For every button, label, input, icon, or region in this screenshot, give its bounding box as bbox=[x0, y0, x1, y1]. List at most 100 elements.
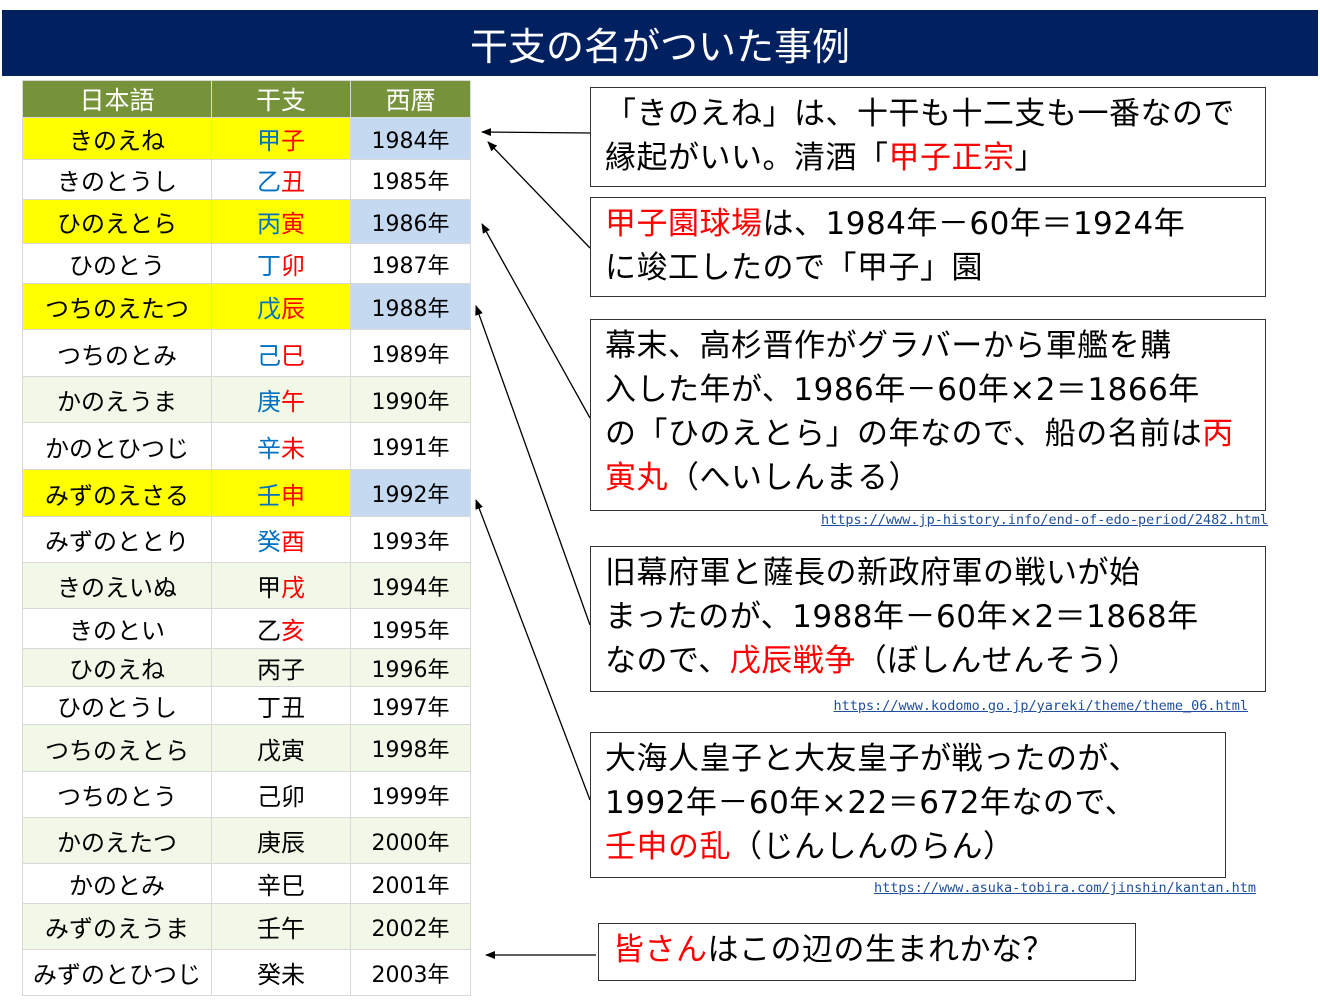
table-row: ひのとう 丁卯 1987年 bbox=[22, 243, 471, 284]
cell-eto-kan: 壬 bbox=[257, 481, 281, 510]
cell-eto-shi: 辰 bbox=[281, 829, 305, 857]
note-jinshin-line3: 壬申の乱（じんしんのらん） bbox=[605, 829, 1015, 865]
cell-eto: 丁卯 bbox=[211, 243, 351, 284]
cell-eto: 癸未 bbox=[211, 949, 351, 996]
cell-eto-kan: 癸 bbox=[257, 528, 281, 556]
arrow-jinshin bbox=[475, 499, 591, 801]
cell-year: 1997年 bbox=[350, 686, 471, 725]
note-boshin: 旧幕府軍と薩長の新政府軍の戦いが始 まったのが、1988年－60年×2＝1868… bbox=[590, 546, 1266, 692]
cell-eto-shi: 辰 bbox=[281, 295, 305, 323]
cell-japanese: かのえたつ bbox=[22, 817, 212, 864]
table-header-row: 日本語 干支 西暦 bbox=[22, 80, 471, 118]
cell-eto-shi: 申 bbox=[281, 481, 305, 510]
cell-eto: 甲戌 bbox=[211, 562, 351, 609]
cell-year: 2000年 bbox=[350, 817, 471, 864]
cell-year: 1995年 bbox=[350, 608, 471, 649]
table-row: みずのとひつじ 癸未 2003年 bbox=[22, 949, 471, 996]
cell-eto: 乙丑 bbox=[211, 159, 351, 200]
cell-eto-kan: 乙 bbox=[257, 617, 281, 645]
cell-eto: 戊辰 bbox=[211, 283, 351, 330]
cell-eto-shi: 酉 bbox=[281, 528, 305, 556]
cell-year: 2001年 bbox=[350, 863, 471, 904]
table-row: かのえうま 庚午 1990年 bbox=[22, 376, 471, 423]
note-koshien-line1: 甲子園球場は、1984年－60年＝1924年 bbox=[605, 206, 1186, 242]
cell-eto: 甲子 bbox=[211, 117, 351, 160]
cell-japanese: ひのとう bbox=[22, 243, 212, 284]
cell-year: 1984年 bbox=[350, 117, 471, 160]
table-row: きのとい 乙亥 1995年 bbox=[22, 608, 471, 649]
cell-eto: 戊寅 bbox=[211, 724, 351, 772]
table-row: ひのえね 丙子 1996年 bbox=[22, 648, 471, 687]
cell-japanese: かのとひつじ bbox=[22, 422, 212, 470]
table-row: きのえね 甲子 1984年 bbox=[22, 117, 471, 160]
cell-eto-shi: 未 bbox=[281, 434, 305, 463]
note-minasan-text: 皆さんはこの辺の生まれかな？ bbox=[613, 932, 1054, 968]
cell-japanese: みずのえさる bbox=[22, 469, 212, 517]
cell-eto-kan: 戊 bbox=[257, 736, 281, 765]
table-row: みずのえさる 壬申 1992年 bbox=[22, 469, 471, 517]
cell-year: 1998年 bbox=[350, 724, 471, 772]
table-row: つちのえとら 戊寅 1998年 bbox=[22, 724, 471, 772]
table-row: かのえたつ 庚辰 2000年 bbox=[22, 817, 471, 864]
jinshin-source-link[interactable]: https://www.asuka-tobira.com/jinshin/kan… bbox=[873, 880, 1256, 896]
cell-eto-shi: 卯 bbox=[281, 252, 305, 280]
cell-eto-kan: 乙 bbox=[257, 168, 281, 196]
cell-eto-shi: 巳 bbox=[281, 872, 305, 900]
cell-eto-kan: 辛 bbox=[257, 434, 281, 463]
note-kinoene: 「きのえね」は、十干も十二支も一番なので 縁起がいい。清酒「甲子正宗」 bbox=[590, 87, 1266, 187]
cell-eto: 辛巳 bbox=[211, 863, 351, 904]
note-boshin-line1: 旧幕府軍と薩長の新政府軍の戦いが始 bbox=[605, 555, 1141, 591]
cell-eto-kan: 庚 bbox=[257, 829, 281, 857]
cell-year: 2002年 bbox=[350, 903, 471, 950]
heiin-source-link[interactable]: https://www.jp-history.info/end-of-edo-p… bbox=[820, 512, 1268, 528]
cell-eto: 丙子 bbox=[211, 648, 351, 687]
cell-eto-shi: 卯 bbox=[281, 783, 305, 811]
cell-year: 1985年 bbox=[350, 159, 471, 200]
cell-japanese: きのとい bbox=[22, 608, 212, 649]
cell-japanese: ひのえね bbox=[22, 648, 212, 687]
cell-eto-shi: 丑 bbox=[281, 168, 305, 196]
note-jinshin-line1: 大海人皇子と大友皇子が戦ったのが、 bbox=[605, 741, 1140, 777]
cell-year: 1987年 bbox=[350, 243, 471, 284]
cell-eto: 癸酉 bbox=[211, 516, 351, 563]
note-kinoene-line1: 「きのえね」は、十干も十二支も一番なので bbox=[605, 96, 1235, 132]
cell-eto: 壬申 bbox=[211, 469, 351, 517]
cell-eto: 己巳 bbox=[211, 329, 351, 377]
cell-eto-shi: 亥 bbox=[281, 617, 305, 645]
note-koshien: 甲子園球場は、1984年－60年＝1924年 に竣工したので「甲子」園 bbox=[590, 197, 1266, 297]
table-row: みずのととり 癸酉 1993年 bbox=[22, 516, 471, 563]
note-heiin-line4: 寅丸（へいしんまる） bbox=[605, 460, 920, 496]
table-row: みずのえうま 壬午 2002年 bbox=[22, 903, 471, 950]
table-row: つちのとう 己卯 1999年 bbox=[22, 771, 471, 818]
cell-year: 1989年 bbox=[350, 329, 471, 377]
cell-eto-kan: 辛 bbox=[257, 872, 281, 900]
cell-japanese: つちのえたつ bbox=[22, 283, 212, 330]
boshin-source-link[interactable]: https://www.kodomo.go.jp/yareki/theme/th… bbox=[833, 698, 1248, 714]
cell-eto-kan: 壬 bbox=[257, 915, 281, 943]
cell-eto-kan: 甲 bbox=[257, 574, 281, 602]
cell-eto-kan: 戊 bbox=[257, 295, 281, 323]
cell-year: 1988年 bbox=[350, 283, 471, 330]
note-heiin-line2: 入した年が、1986年－60年×2＝1866年 bbox=[605, 372, 1200, 408]
cell-eto-shi: 寅 bbox=[281, 210, 305, 238]
arrow-boshin bbox=[475, 305, 591, 626]
cell-year: 1996年 bbox=[350, 648, 471, 687]
cell-eto-kan: 庚 bbox=[257, 388, 281, 416]
table-row: かのとひつじ 辛未 1991年 bbox=[22, 422, 471, 470]
note-jinshin: 大海人皇子と大友皇子が戦ったのが、 1992年－60年×22＝672年なので、 … bbox=[590, 732, 1226, 878]
cell-eto-shi: 子 bbox=[281, 127, 305, 155]
cell-eto-kan: 丙 bbox=[257, 210, 281, 238]
table-row: かのとみ 辛巳 2001年 bbox=[22, 863, 471, 904]
arrow-kinoene bbox=[481, 128, 591, 137]
cell-japanese: ひのえとら bbox=[22, 199, 212, 244]
cell-year: 1999年 bbox=[350, 771, 471, 818]
cell-eto-shi: 巳 bbox=[281, 341, 305, 370]
cell-eto: 庚辰 bbox=[211, 817, 351, 864]
slide-title: 干支の名がついた事例 bbox=[2, 10, 1318, 76]
table-row: つちのえたつ 戊辰 1988年 bbox=[22, 283, 471, 330]
cell-year: 1990年 bbox=[350, 376, 471, 423]
cell-eto-shi: 午 bbox=[281, 388, 305, 416]
cell-eto: 辛未 bbox=[211, 422, 351, 470]
cell-year: 2003年 bbox=[350, 949, 471, 996]
